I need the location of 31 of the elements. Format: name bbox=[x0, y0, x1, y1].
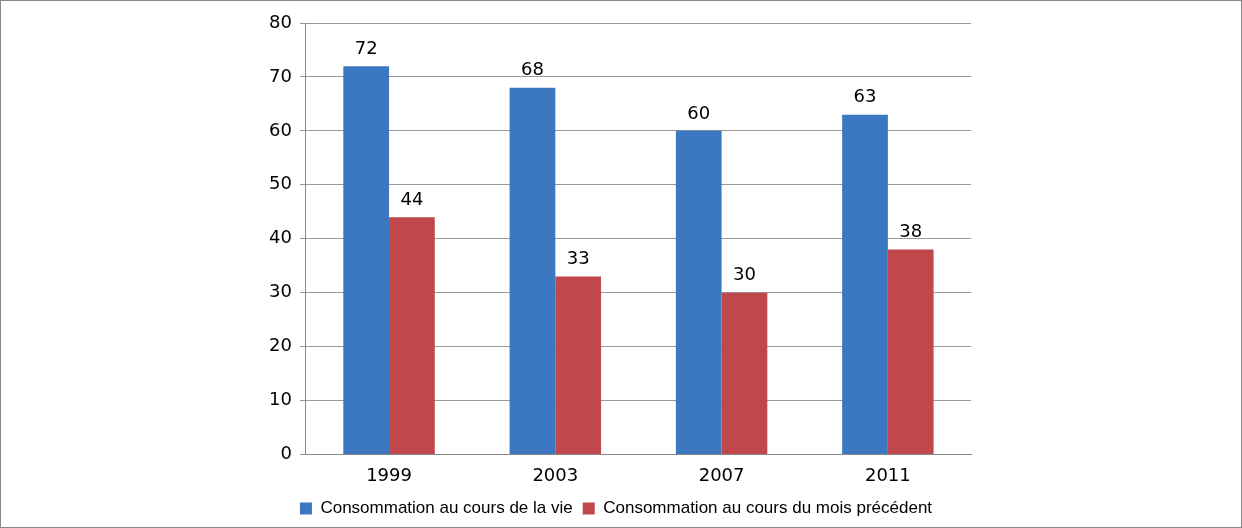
legend-label: Consommation au cours de la vie bbox=[320, 498, 573, 518]
x-tick-label: 2011 bbox=[864, 463, 911, 485]
bar bbox=[389, 217, 435, 454]
data-label: 72 bbox=[354, 36, 378, 58]
bar bbox=[509, 87, 556, 454]
y-tick-label: 40 bbox=[269, 226, 292, 248]
x-tick-label: 2007 bbox=[698, 463, 745, 485]
x-tick-label: 1999 bbox=[366, 463, 412, 485]
bar bbox=[343, 66, 390, 454]
data-label: 38 bbox=[899, 220, 923, 242]
bar bbox=[555, 276, 602, 454]
x-tick-label: 2003 bbox=[532, 463, 579, 485]
bar bbox=[721, 292, 768, 454]
y-tick-label: 70 bbox=[269, 64, 292, 86]
y-tick-label: 80 bbox=[269, 10, 292, 32]
data-label: 63 bbox=[853, 85, 877, 107]
data-label: 68 bbox=[521, 58, 544, 80]
y-tick-label: 50 bbox=[269, 172, 292, 194]
data-label: 33 bbox=[566, 247, 590, 269]
legend-label: Consommation au cours du mois précédent bbox=[603, 498, 933, 518]
y-tick-label: 60 bbox=[269, 118, 292, 140]
data-label: 60 bbox=[687, 101, 711, 123]
y-tick-label: 30 bbox=[269, 280, 292, 302]
y-tick-label: 10 bbox=[269, 388, 292, 410]
data-label: 44 bbox=[400, 187, 424, 209]
bar bbox=[842, 114, 888, 454]
data-label: 30 bbox=[733, 263, 756, 285]
y-tick-label: 0 bbox=[280, 442, 292, 464]
bar bbox=[887, 249, 934, 454]
y-tick-label: 20 bbox=[269, 334, 292, 356]
bar bbox=[675, 130, 722, 454]
